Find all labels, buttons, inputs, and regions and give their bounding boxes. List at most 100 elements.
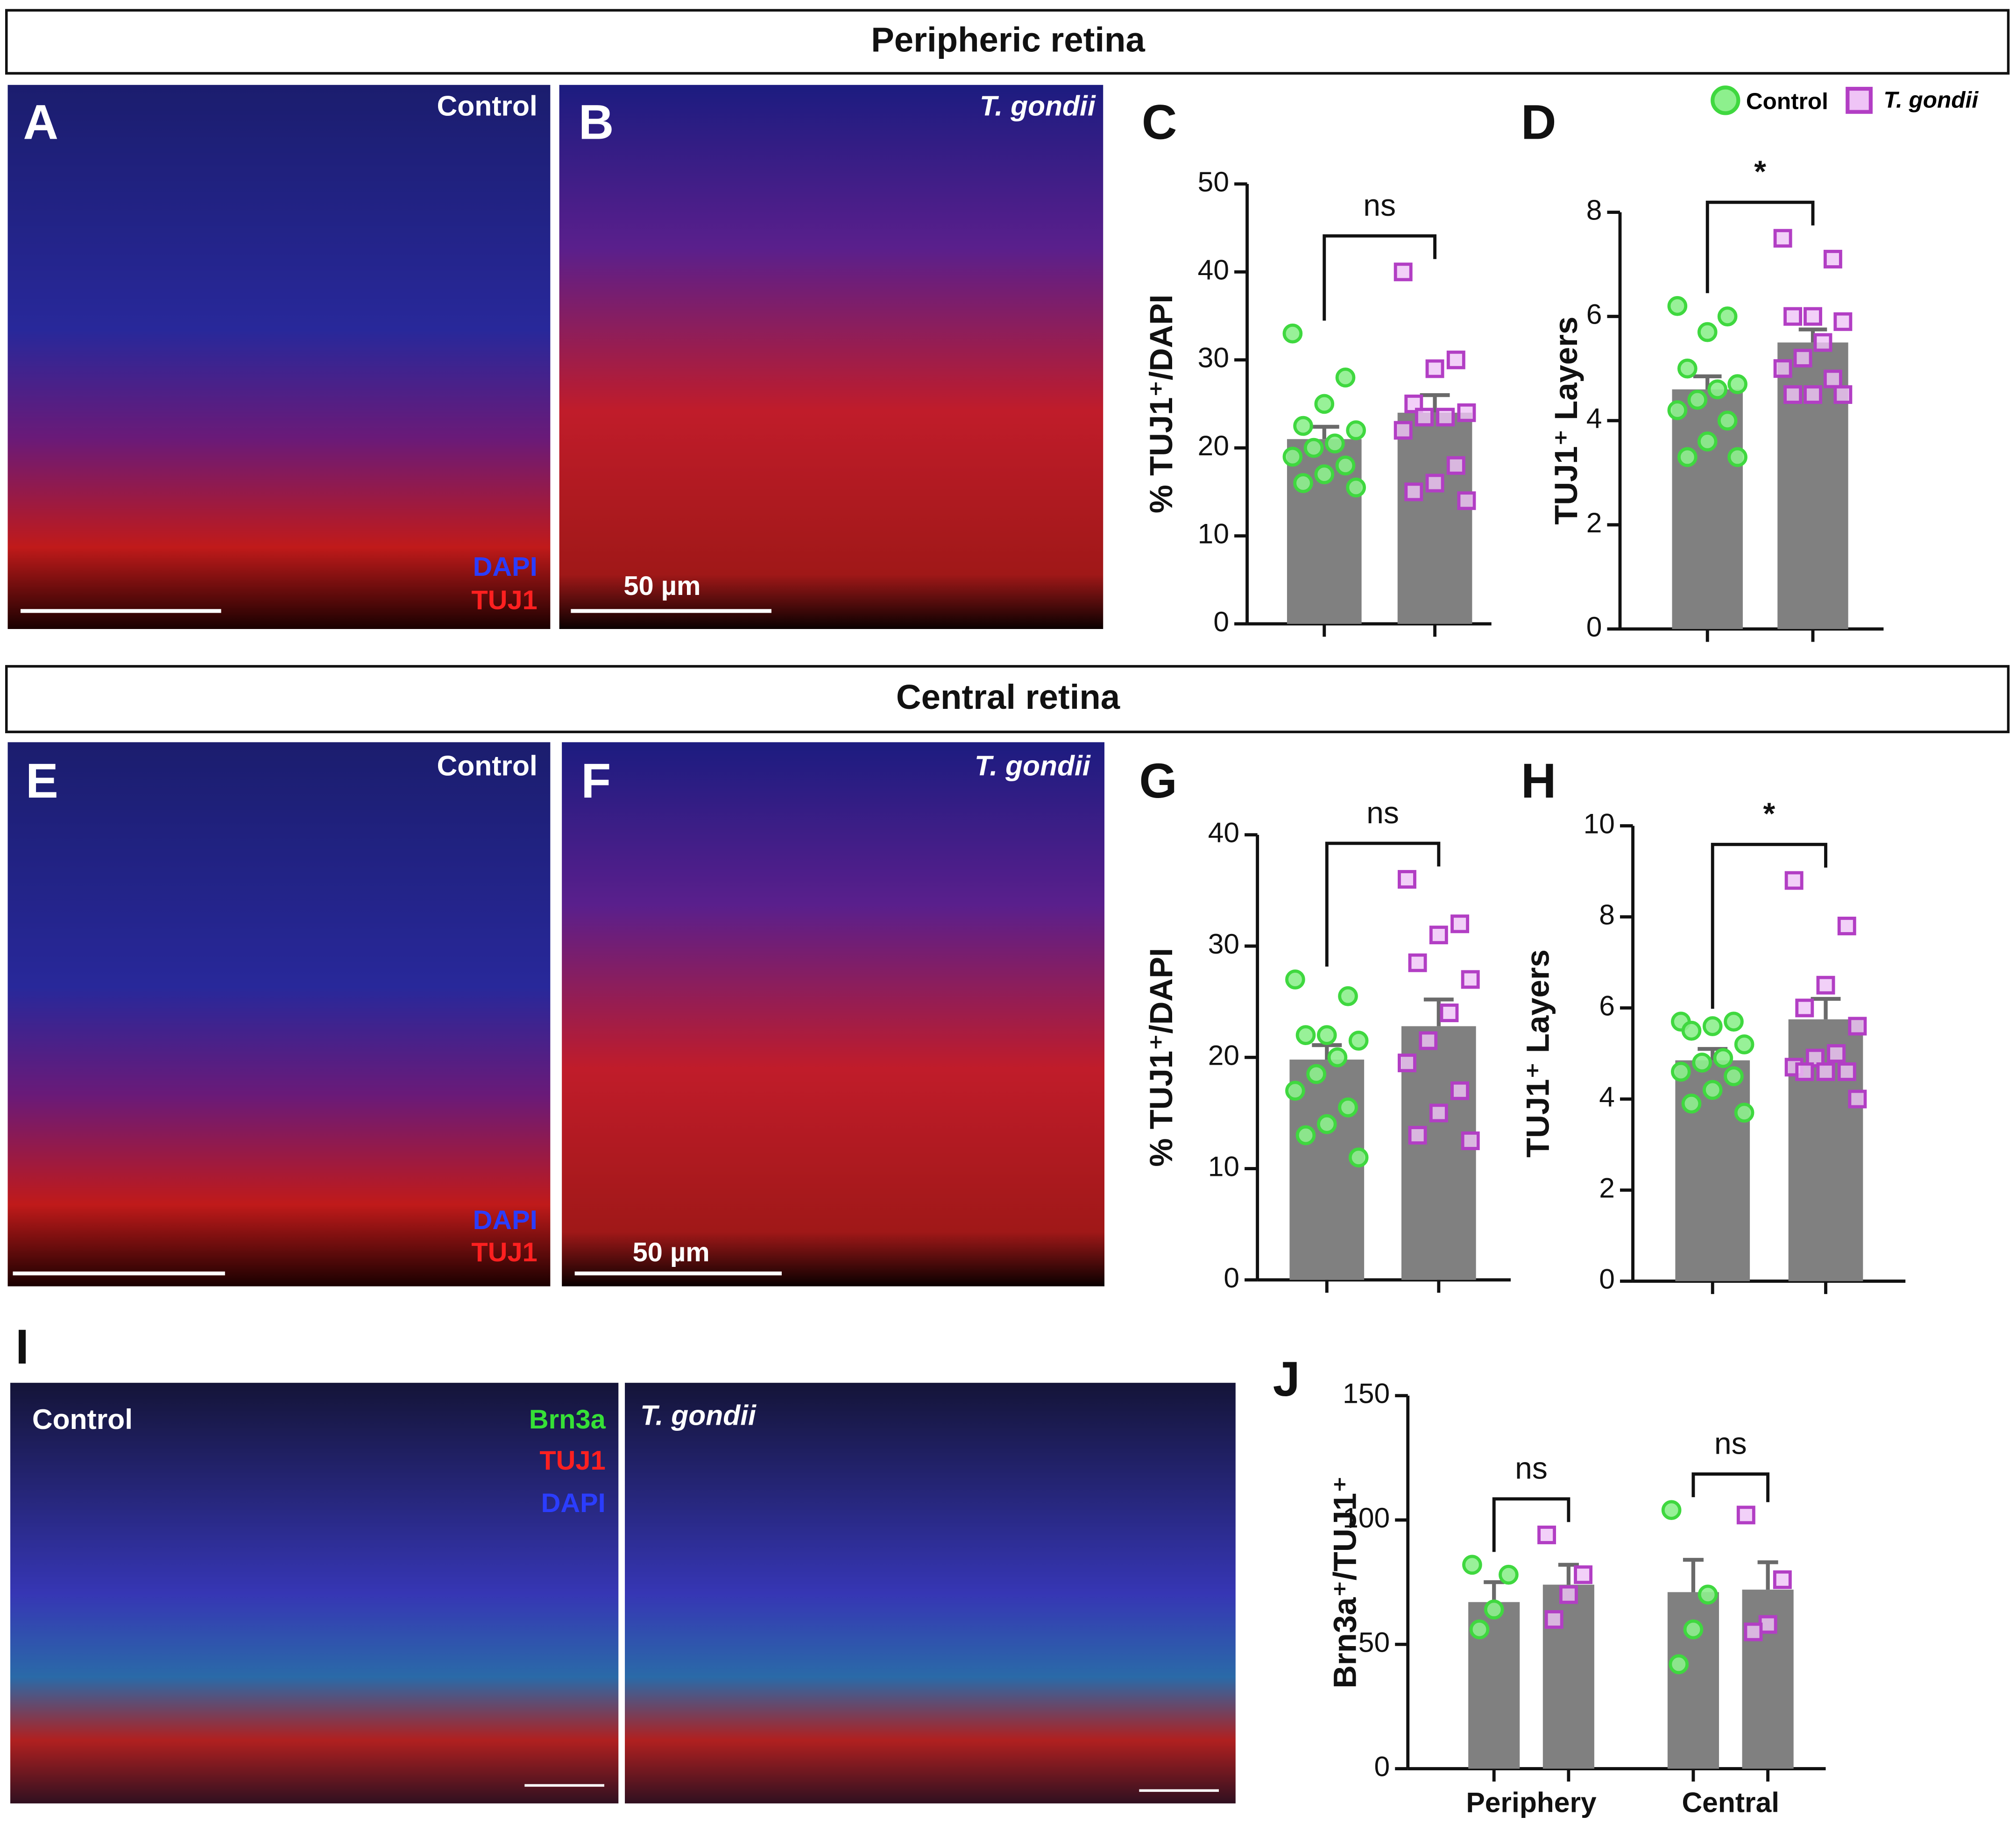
data-point <box>1446 350 1465 369</box>
micrograph <box>7 85 551 629</box>
micrograph <box>10 1383 619 1803</box>
data-point <box>1440 1003 1459 1022</box>
micrograph <box>559 85 1103 629</box>
data-point <box>1816 976 1835 995</box>
data-point <box>1827 1044 1846 1063</box>
y-tick-label: 50 <box>1358 1626 1390 1658</box>
data-point <box>1783 307 1803 326</box>
data-point <box>1282 323 1303 344</box>
data-point <box>1717 410 1738 431</box>
data-point <box>1429 1103 1448 1123</box>
data-point <box>1285 969 1305 990</box>
y-tick-label: 0 <box>1586 611 1602 643</box>
data-point <box>1394 262 1413 282</box>
data-point <box>1833 312 1853 331</box>
y-tick-label: 2 <box>1586 507 1602 538</box>
y-tick-label: 10 <box>1198 518 1229 550</box>
data-point <box>1793 348 1812 368</box>
data-point <box>1574 1565 1593 1584</box>
significance-label: ns <box>1714 1426 1747 1461</box>
data-point <box>1338 986 1358 1006</box>
data-point <box>1484 1599 1504 1620</box>
data-point <box>1681 1020 1702 1041</box>
y-tick-label: 10 <box>1584 807 1615 839</box>
stain-label: Brn3a <box>529 1405 606 1435</box>
y-tick-label: 4 <box>1599 1081 1615 1113</box>
data-point <box>1813 333 1832 352</box>
data-point <box>1282 446 1303 467</box>
data-point <box>1419 1031 1438 1050</box>
y-tick-label: 40 <box>1198 254 1229 285</box>
significance-label: ns <box>1363 188 1396 223</box>
data-point <box>1394 421 1413 440</box>
section-title: Central retina <box>896 678 1120 716</box>
significance-label: ns <box>1515 1451 1548 1486</box>
y-tick-label: 100 <box>1343 1502 1390 1534</box>
data-point <box>1499 1564 1519 1585</box>
scale-label: 50 µm <box>633 1237 710 1267</box>
legend-marker <box>1846 86 1873 114</box>
data-point <box>1314 464 1335 485</box>
data-point <box>1346 477 1366 498</box>
y-tick-label: 0 <box>1599 1263 1615 1295</box>
data-point <box>1285 1081 1305 1101</box>
data-point <box>1784 871 1804 890</box>
y-tick-label: 40 <box>1208 817 1239 848</box>
y-axis-label: Brn3a⁺/TUJ1⁺ <box>1327 1476 1363 1688</box>
data-point <box>1306 1064 1327 1084</box>
data-point <box>1702 1016 1723 1036</box>
y-tick-label: 0 <box>1374 1751 1390 1782</box>
data-point <box>1325 433 1345 454</box>
data-point <box>1559 1585 1578 1604</box>
stain-label: TUJ1 <box>471 585 537 615</box>
data-point <box>1744 1622 1763 1641</box>
data-point <box>1727 447 1747 467</box>
data-point <box>1795 998 1814 1018</box>
data-point <box>1671 1061 1691 1082</box>
data-point <box>1404 482 1423 502</box>
condition-label: T. gondii <box>975 749 1091 781</box>
panel-letter: A <box>23 95 59 150</box>
data-point <box>1823 249 1842 269</box>
significance-label: * <box>1763 797 1775 831</box>
y-axis-label: % TUJ1⁺/DAPI <box>1143 295 1179 514</box>
y-tick-label: 30 <box>1198 342 1229 374</box>
data-point <box>1461 970 1480 989</box>
data-point <box>1724 1066 1744 1087</box>
data-point <box>1335 368 1356 388</box>
y-tick-label: 0 <box>1213 606 1229 637</box>
significance-label: ns <box>1366 796 1399 830</box>
data-point <box>1724 1011 1744 1032</box>
data-point <box>1544 1610 1563 1629</box>
data-point <box>1823 369 1842 389</box>
data-point <box>1795 1062 1814 1081</box>
data-point <box>1316 1114 1337 1134</box>
data-point <box>1397 870 1416 889</box>
significance-bracket <box>1323 234 1437 321</box>
y-tick-label: 20 <box>1208 1039 1239 1071</box>
data-point <box>1736 1506 1755 1525</box>
section-title: Peripheric retina <box>871 21 1145 59</box>
data-point <box>1461 1131 1480 1150</box>
data-point <box>1773 1570 1792 1589</box>
data-point <box>1837 1062 1856 1081</box>
stain-label: TUJ1 <box>471 1237 537 1267</box>
data-point <box>1425 359 1444 378</box>
scale-label: 50 µm <box>623 571 700 601</box>
y-tick-label: 6 <box>1586 298 1602 330</box>
data-point <box>1303 438 1324 458</box>
data-point <box>1848 1089 1867 1109</box>
condition-label: Control <box>437 749 538 781</box>
data-point <box>1804 307 1822 326</box>
data-point <box>1314 394 1335 414</box>
data-point <box>1773 359 1792 378</box>
data-point <box>1450 1081 1470 1100</box>
significance-bracket <box>1492 1497 1570 1552</box>
data-point <box>1457 403 1476 422</box>
data-point <box>1783 385 1803 404</box>
panel-letter: J <box>1273 1352 1300 1407</box>
condition-label: Control <box>32 1403 133 1435</box>
data-point <box>1667 400 1688 420</box>
significance-bracket <box>1705 200 1815 293</box>
